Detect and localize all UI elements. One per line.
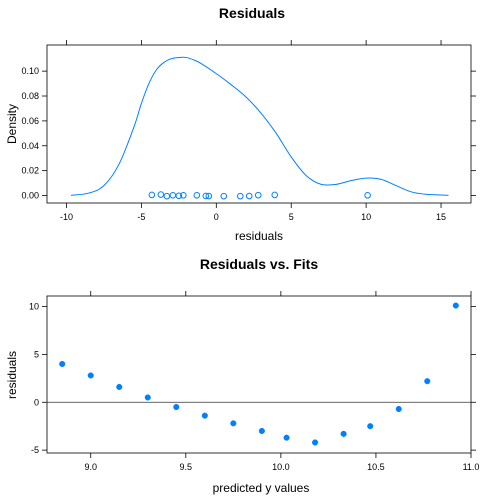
density-rug-point	[220, 192, 228, 200]
residual-point	[59, 360, 66, 368]
residuals-vs-fits-plot-frame	[46, 295, 472, 454]
residual-point	[201, 412, 208, 419]
residuals-vs-fits-y-tick-label: 10	[29, 302, 39, 312]
density-rug-point	[175, 192, 183, 200]
residual-point	[144, 394, 151, 401]
density-rug-point	[364, 191, 371, 199]
residual-point	[340, 430, 347, 437]
density-y-tick-label: 0.10	[21, 66, 39, 76]
residuals-vs-fits-x-tick-label: 9.0	[84, 462, 97, 472]
density-x-tick-label: 10	[361, 212, 371, 222]
residuals-vs-fits-panel: Residuals vs. Fits 9.0 9.5 10.0 10.5 11.0 -5…	[5, 256, 479, 495]
residual-point	[230, 420, 237, 427]
density-rug-point	[254, 191, 262, 199]
residuals-vs-fits-x-axis-label: predicted y values	[213, 481, 310, 495]
density-y-tick-label: 0.02	[21, 166, 39, 176]
density-rug-point	[236, 192, 244, 200]
density-rug-point	[148, 191, 156, 199]
residuals-vs-fits-y-tick-label: -5	[31, 445, 39, 455]
residual-point	[452, 302, 459, 309]
residual-point	[395, 405, 402, 413]
density-curve	[70, 56, 449, 196]
density-y-tick-label: 0.06	[21, 116, 39, 126]
density-y-ticks: 0.00 0.02 0.04 0.06 0.08 0.10	[21, 66, 476, 201]
density-x-tick-label: -10	[60, 212, 73, 222]
density-rug-point	[202, 192, 210, 200]
residual-point	[312, 439, 319, 446]
density-y-tick-label: 0.08	[21, 91, 39, 101]
density-x-tick-label: -5	[137, 212, 145, 222]
density-rug-point	[180, 191, 187, 199]
density-rug-point	[271, 191, 279, 199]
density-y-tick-label: 0.00	[21, 191, 39, 201]
density-x-axis-label: residuals	[235, 229, 283, 243]
density-rug-point	[205, 192, 213, 200]
residual-point	[367, 423, 374, 430]
residual-point	[424, 378, 431, 385]
density-rug-point	[245, 192, 253, 200]
residuals-vs-fits-x-tick-label: 10.0	[272, 462, 290, 472]
residuals-vs-fits-points	[59, 302, 459, 446]
density-y-axis-label: Density	[5, 104, 19, 144]
density-panel: Residuals -10 -5 0 5 10 15 0.000.020.040.060.…	[5, 5, 476, 243]
residuals-vs-fits-y-axis-label: residuals	[5, 351, 19, 399]
residuals-vs-fits-title: Residuals vs. Fits	[200, 256, 318, 272]
residual-point	[87, 372, 94, 379]
residual-point	[283, 434, 290, 441]
residuals-vs-fits-y-tick-label: 5	[34, 349, 39, 359]
residuals-vs-fits-x-tick-label: 9.5	[180, 462, 193, 472]
density-x-tick-label: 0	[214, 212, 219, 222]
residual-point	[173, 403, 180, 411]
density-x-tick-label: 15	[436, 212, 446, 222]
density-rug-point	[163, 192, 171, 200]
density-rug-point	[157, 191, 165, 198]
density-x-tick-label: 5	[289, 212, 294, 222]
density-rug-point	[193, 191, 201, 199]
density-rug-point	[169, 191, 177, 199]
density-y-tick-label: 0.04	[21, 141, 39, 151]
density-x-ticks: -10 -5 0 5 10 15	[60, 40, 446, 222]
density-plot-frame	[46, 44, 472, 204]
residuals-vs-fits-x-ticks: 9.0 9.5 10.0 10.5 11.0	[84, 291, 479, 472]
residuals-vs-fits-y-tick-label: 0	[34, 397, 39, 407]
density-title: Residuals	[219, 5, 285, 21]
residuals-vs-fits-x-tick-label: 11.0	[463, 462, 480, 472]
residuals-vs-fits-y-ticks: -5 0 5 10	[29, 302, 476, 455]
residual-point	[116, 383, 123, 390]
density-rug-points	[148, 191, 371, 200]
residuals-vs-fits-x-tick-label: 10.5	[367, 462, 385, 472]
residual-point	[258, 427, 265, 435]
